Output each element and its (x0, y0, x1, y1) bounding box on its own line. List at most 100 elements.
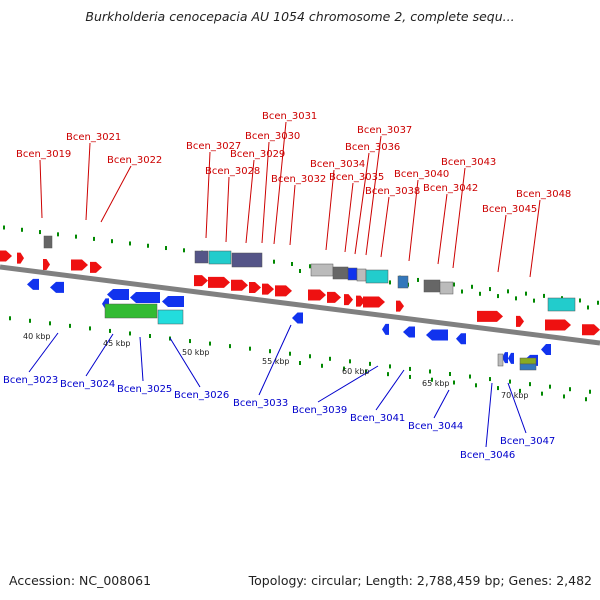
tick-mark (299, 361, 301, 365)
tick-mark (389, 280, 391, 285)
rna-feature (365, 269, 389, 284)
tick-mark (109, 328, 111, 333)
rna-feature (231, 252, 263, 268)
plus-strand-gene (363, 296, 385, 308)
tick-mark (69, 323, 71, 328)
label-leader-line (289, 184, 296, 246)
plus-strand-gene (71, 259, 88, 271)
label-leader-line (325, 169, 335, 251)
tick-mark (509, 379, 511, 384)
tick-mark (183, 248, 185, 253)
minus-strand-gene (130, 291, 160, 303)
tick-mark (249, 346, 251, 351)
tick-mark (39, 230, 41, 235)
plus-strand-gene (344, 294, 353, 306)
gene-label-minus: Bcen_3047 (500, 436, 555, 447)
label-leader-line (85, 333, 114, 377)
plus-strand-gene (396, 300, 404, 312)
tick-mark (507, 289, 509, 294)
plus-strand-gene (275, 285, 292, 297)
plus-strand-gene (43, 258, 50, 270)
label-leader-line (317, 365, 379, 403)
gene-label-plus: Bcen_3032 (271, 174, 326, 185)
scale-label: 65 kbp (422, 379, 450, 388)
tick-mark (75, 234, 77, 239)
tick-mark (587, 305, 589, 310)
tick-mark (21, 227, 23, 232)
gene-label-minus: Bcen_3046 (460, 450, 515, 461)
gene-label-plus: Bcen_3031 (262, 111, 317, 122)
gene-label-plus: Bcen_3040 (394, 169, 449, 180)
tick-mark (29, 318, 31, 323)
label-leader-line (452, 167, 466, 269)
tick-mark (9, 316, 11, 321)
rna-feature (43, 235, 53, 249)
tick-mark (147, 243, 149, 248)
gene-label-plus: Bcen_3030 (245, 131, 300, 142)
tick-mark (453, 380, 455, 385)
map-title: Burkholderia cenocepacia AU 1054 chromos… (85, 9, 515, 24)
scale-label: 55 kbp (262, 357, 290, 366)
gene-label-minus: Bcen_3024 (60, 379, 115, 390)
minus-strand-gene (541, 344, 551, 356)
tick-mark (309, 264, 311, 269)
tick-mark (569, 387, 571, 392)
label-leader-line (205, 151, 211, 239)
tick-mark (111, 239, 113, 244)
genome-backbone (0, 264, 600, 346)
rna-feature (104, 303, 158, 319)
tick-mark (489, 287, 491, 292)
gene-label-plus: Bcen_3042 (423, 183, 478, 194)
tick-mark (273, 259, 275, 264)
rna-feature (347, 267, 358, 281)
tick-mark (475, 383, 477, 388)
plus-strand-gene (545, 319, 571, 331)
gene-label-minus: Bcen_3025 (117, 384, 172, 395)
gene-label-plus: Bcen_3029 (230, 149, 285, 160)
tick-mark (461, 289, 463, 294)
gene-label-plus: Bcen_3021 (66, 132, 121, 143)
plus-strand-gene (231, 279, 248, 291)
label-leader-line (354, 152, 370, 255)
gene-features (0, 235, 600, 371)
plus-strand-gene (262, 283, 274, 295)
minus-strand-gene (502, 352, 508, 364)
minus-strand-gene (403, 326, 415, 338)
label-leader-line (529, 199, 541, 278)
label-leader-line (100, 165, 132, 223)
minus-strand-gene (508, 352, 514, 364)
tick-mark (229, 344, 231, 349)
tick-mark (409, 374, 411, 379)
label-leader-line (28, 332, 59, 373)
gene-label-plus: Bcen_3045 (482, 204, 537, 215)
rna-feature (547, 297, 576, 312)
label-leader-line (507, 382, 527, 434)
tick-mark (299, 269, 301, 273)
gene-label-minus: Bcen_3023 (3, 375, 58, 386)
tick-mark (129, 331, 131, 336)
label-leader-line (437, 193, 448, 265)
tick-mark (543, 293, 545, 298)
tick-mark (449, 372, 451, 376)
gene-label-plus: Bcen_3035 (329, 172, 384, 183)
tick-mark (589, 389, 591, 394)
gene-label-plus: Bcen_3037 (357, 125, 412, 136)
minus-strand-gene (426, 329, 448, 341)
plus-strand-gene (308, 289, 326, 301)
gene-label-plus: Bcen_3034 (310, 159, 365, 170)
rna-feature (497, 353, 504, 367)
minus-strand-gene (456, 333, 466, 345)
tick-mark (585, 397, 587, 402)
rna-feature (194, 250, 209, 264)
tick-mark (471, 284, 473, 289)
plus-strand-gene (194, 275, 208, 287)
gene-label-plus: Bcen_3038 (365, 186, 420, 197)
tick-mark (529, 382, 531, 387)
tick-mark (417, 277, 419, 282)
tick-mark (269, 349, 271, 354)
gene-label-minus: Bcen_3026 (174, 390, 229, 401)
rna-feature (356, 268, 367, 282)
scale-label: 40 kbp (23, 332, 51, 341)
tick-mark (329, 356, 331, 361)
